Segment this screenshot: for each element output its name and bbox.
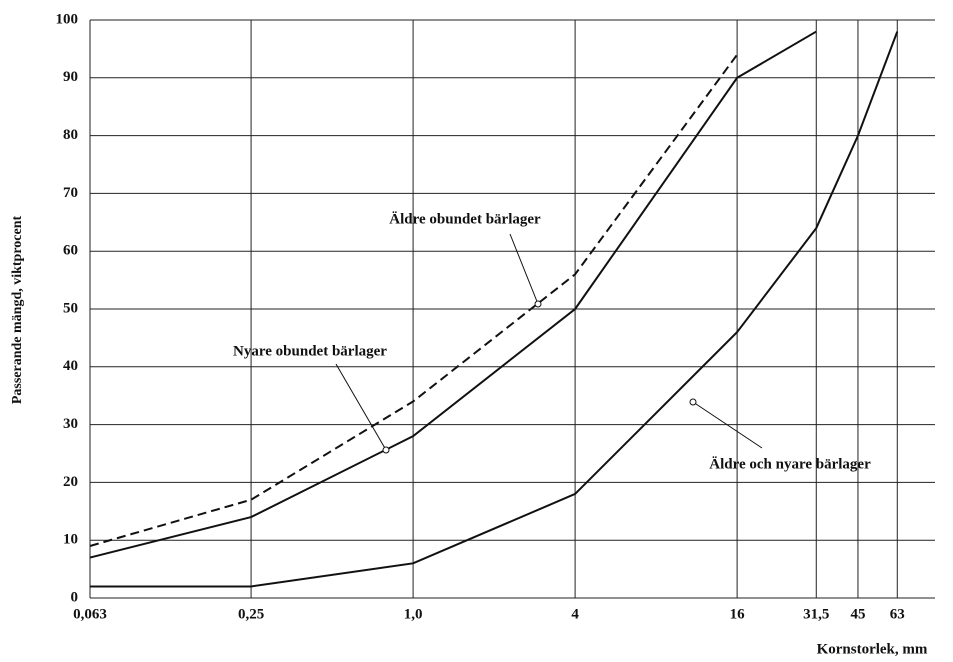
x-axis-label: Kornstorlek, mm [817, 641, 928, 657]
x-tick-label: 0,25 [238, 606, 264, 622]
y-tick-label: 70 [63, 185, 78, 201]
series-line [90, 31, 899, 588]
x-tick-label: 1,0 [404, 606, 423, 622]
leader-line [692, 401, 763, 449]
leader-line [335, 363, 387, 451]
series-line [89, 54, 738, 547]
y-tick-label: 30 [63, 416, 78, 432]
series-label: Äldre och nyare bärlager [709, 456, 871, 472]
y-tick-label: 80 [63, 127, 78, 143]
x-tick-label: 31,5 [803, 606, 829, 622]
series-line [89, 30, 817, 559]
series-label: Nyare obundet bärlager [233, 343, 387, 359]
x-tick-label: 16 [730, 606, 746, 622]
y-tick-label: 10 [63, 532, 78, 548]
y-tick-label: 100 [56, 11, 79, 27]
y-tick-label: 90 [63, 69, 78, 85]
leader-dot [534, 300, 542, 308]
x-tick-label: 45 [850, 606, 865, 622]
x-tick-label: 63 [890, 606, 905, 622]
leader-line [509, 233, 539, 305]
y-tick-label: 20 [63, 474, 78, 490]
x-tick-label: 4 [571, 606, 579, 622]
x-tick-label: 0,063 [73, 606, 107, 622]
y-tick-label: 50 [63, 300, 78, 316]
y-axis-label: Passerande mängd, viktprocent [10, 215, 25, 404]
y-tick-label: 0 [71, 589, 79, 605]
y-tick-label: 40 [63, 358, 78, 374]
y-tick-label: 60 [63, 243, 78, 259]
series-label: Äldre obundet bärlager [389, 211, 541, 227]
leader-dot [382, 446, 390, 454]
leader-dot [689, 398, 697, 406]
